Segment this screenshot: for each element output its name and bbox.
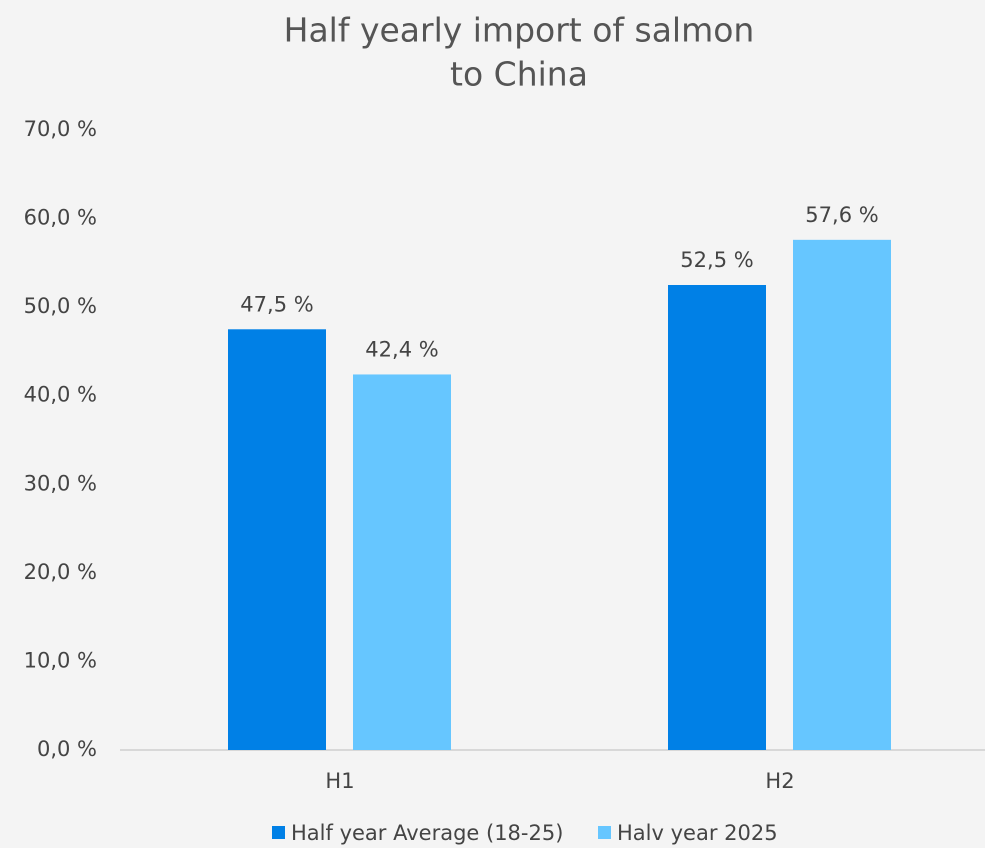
- y-tick-label: 70,0 %: [24, 117, 97, 141]
- y-tick-label: 40,0 %: [24, 383, 97, 407]
- chart-title: Half yearly import of salmon: [284, 11, 755, 50]
- bar: [353, 374, 451, 750]
- y-tick-label: 20,0 %: [24, 560, 97, 584]
- y-tick-label: 60,0 %: [24, 206, 97, 230]
- data-label: 52,5 %: [680, 248, 753, 272]
- data-label: 57,6 %: [805, 203, 878, 227]
- x-tick-label: H2: [765, 769, 794, 793]
- legend-label: Half year Average (18-25): [291, 821, 563, 845]
- legend-label: Halv year 2025: [617, 821, 778, 845]
- x-tick-label: H1: [325, 769, 354, 793]
- legend-swatch: [272, 826, 285, 839]
- legend-swatch: [598, 826, 611, 839]
- chart-title: to China: [450, 55, 588, 94]
- data-label: 47,5 %: [240, 292, 313, 316]
- bar: [668, 285, 766, 750]
- y-tick-label: 0,0 %: [37, 737, 97, 761]
- y-tick-label: 50,0 %: [24, 294, 97, 318]
- y-tick-label: 10,0 %: [24, 648, 97, 672]
- bar: [793, 239, 891, 751]
- bar: [228, 329, 326, 750]
- y-tick-label: 30,0 %: [24, 471, 97, 495]
- data-label: 42,4 %: [365, 337, 438, 361]
